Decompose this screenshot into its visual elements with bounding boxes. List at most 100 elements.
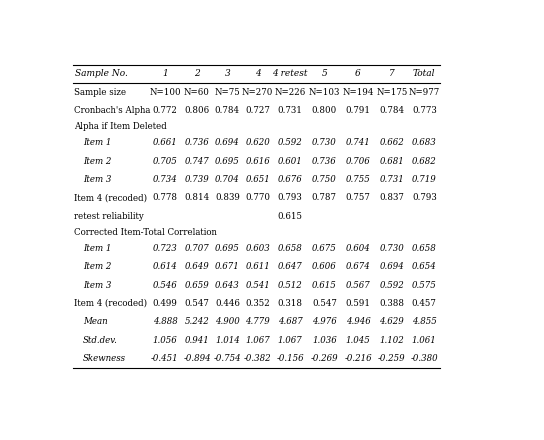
Text: 0.941: 0.941: [184, 336, 209, 345]
Text: 0.647: 0.647: [278, 262, 302, 271]
Text: 6: 6: [355, 70, 361, 78]
Text: 0.806: 0.806: [184, 106, 209, 115]
Text: -0.259: -0.259: [378, 354, 406, 363]
Text: 0.682: 0.682: [412, 157, 437, 166]
Text: 0.318: 0.318: [277, 299, 302, 308]
Text: 5: 5: [322, 70, 327, 78]
Text: Corrected Item-Total Correlation: Corrected Item-Total Correlation: [75, 228, 217, 237]
Text: 7: 7: [389, 70, 394, 78]
Text: Item 2: Item 2: [83, 157, 111, 166]
Text: -0.269: -0.269: [311, 354, 338, 363]
Text: 0.388: 0.388: [379, 299, 404, 308]
Text: N=75: N=75: [214, 88, 240, 97]
Text: 0.706: 0.706: [345, 157, 370, 166]
Text: -0.894: -0.894: [183, 354, 211, 363]
Text: Item 3: Item 3: [83, 281, 111, 290]
Text: 0.601: 0.601: [278, 157, 302, 166]
Text: 0.784: 0.784: [215, 106, 240, 115]
Text: N=194: N=194: [342, 88, 374, 97]
Text: 0.547: 0.547: [184, 299, 209, 308]
Text: 0.457: 0.457: [412, 299, 437, 308]
Text: 0.661: 0.661: [153, 139, 177, 147]
Text: 0.730: 0.730: [379, 244, 404, 253]
Text: 1.067: 1.067: [245, 336, 270, 345]
Text: 0.839: 0.839: [215, 193, 240, 202]
Text: 0.615: 0.615: [312, 281, 337, 290]
Text: 0.772: 0.772: [152, 106, 177, 115]
Text: 0.591: 0.591: [345, 299, 370, 308]
Text: 2: 2: [194, 70, 200, 78]
Text: 0.800: 0.800: [312, 106, 337, 115]
Text: 0.671: 0.671: [215, 262, 240, 271]
Text: 0.694: 0.694: [215, 139, 240, 147]
Text: 0.719: 0.719: [412, 175, 437, 184]
Text: 1.056: 1.056: [153, 336, 177, 345]
Text: 0.793: 0.793: [278, 193, 302, 202]
Text: N=60: N=60: [184, 88, 210, 97]
Text: 0.674: 0.674: [345, 262, 370, 271]
Text: 1: 1: [162, 70, 168, 78]
Text: 0.723: 0.723: [153, 244, 177, 253]
Text: N=226: N=226: [275, 88, 306, 97]
Text: Item 4 (recoded): Item 4 (recoded): [75, 299, 147, 308]
Text: 0.499: 0.499: [152, 299, 177, 308]
Text: N=100: N=100: [149, 88, 181, 97]
Text: 4.888: 4.888: [153, 317, 177, 326]
Text: 1.061: 1.061: [412, 336, 437, 345]
Text: 0.705: 0.705: [153, 157, 177, 166]
Text: Mean: Mean: [83, 317, 107, 326]
Text: 0.683: 0.683: [412, 139, 437, 147]
Text: -0.754: -0.754: [214, 354, 241, 363]
Text: 0.592: 0.592: [379, 281, 404, 290]
Text: 0.731: 0.731: [278, 106, 302, 115]
Text: 0.662: 0.662: [379, 139, 404, 147]
Text: 0.611: 0.611: [245, 262, 270, 271]
Text: 0.736: 0.736: [312, 157, 337, 166]
Text: 1.036: 1.036: [312, 336, 337, 345]
Text: Item 3: Item 3: [83, 175, 111, 184]
Text: 4.629: 4.629: [379, 317, 404, 326]
Text: Sample size: Sample size: [75, 88, 126, 97]
Text: 0.734: 0.734: [153, 175, 177, 184]
Text: 0.615: 0.615: [277, 212, 302, 220]
Text: 0.727: 0.727: [245, 106, 270, 115]
Text: 0.793: 0.793: [412, 193, 437, 202]
Text: 0.654: 0.654: [412, 262, 437, 271]
Text: 3: 3: [225, 70, 230, 78]
Text: -0.216: -0.216: [344, 354, 372, 363]
Text: -0.382: -0.382: [244, 354, 271, 363]
Text: 0.649: 0.649: [184, 262, 209, 271]
Text: 0.658: 0.658: [278, 244, 302, 253]
Text: 0.604: 0.604: [345, 244, 370, 253]
Text: 0.747: 0.747: [184, 157, 209, 166]
Text: 0.750: 0.750: [312, 175, 337, 184]
Text: 0.620: 0.620: [245, 139, 270, 147]
Text: 0.546: 0.546: [153, 281, 177, 290]
Text: 0.616: 0.616: [245, 157, 270, 166]
Text: 0.770: 0.770: [245, 193, 270, 202]
Text: 0.643: 0.643: [215, 281, 240, 290]
Text: 0.791: 0.791: [345, 106, 370, 115]
Text: Skewness: Skewness: [83, 354, 126, 363]
Text: 0.694: 0.694: [379, 262, 404, 271]
Text: 0.512: 0.512: [278, 281, 302, 290]
Text: 0.676: 0.676: [278, 175, 302, 184]
Text: 0.352: 0.352: [245, 299, 270, 308]
Text: 0.741: 0.741: [345, 139, 370, 147]
Text: 4.946: 4.946: [345, 317, 370, 326]
Text: Item 1: Item 1: [83, 244, 111, 253]
Text: 0.704: 0.704: [215, 175, 240, 184]
Text: 0.446: 0.446: [215, 299, 240, 308]
Text: 0.659: 0.659: [184, 281, 209, 290]
Text: 1.014: 1.014: [215, 336, 240, 345]
Text: 4.855: 4.855: [412, 317, 437, 326]
Text: 0.658: 0.658: [412, 244, 437, 253]
Text: N=270: N=270: [242, 88, 274, 97]
Text: Total: Total: [413, 70, 436, 78]
Text: 0.575: 0.575: [412, 281, 437, 290]
Text: 0.681: 0.681: [379, 157, 404, 166]
Text: 0.778: 0.778: [152, 193, 177, 202]
Text: Cronbach's Alpha: Cronbach's Alpha: [75, 106, 151, 115]
Text: Std.dev.: Std.dev.: [83, 336, 118, 345]
Text: 0.784: 0.784: [379, 106, 404, 115]
